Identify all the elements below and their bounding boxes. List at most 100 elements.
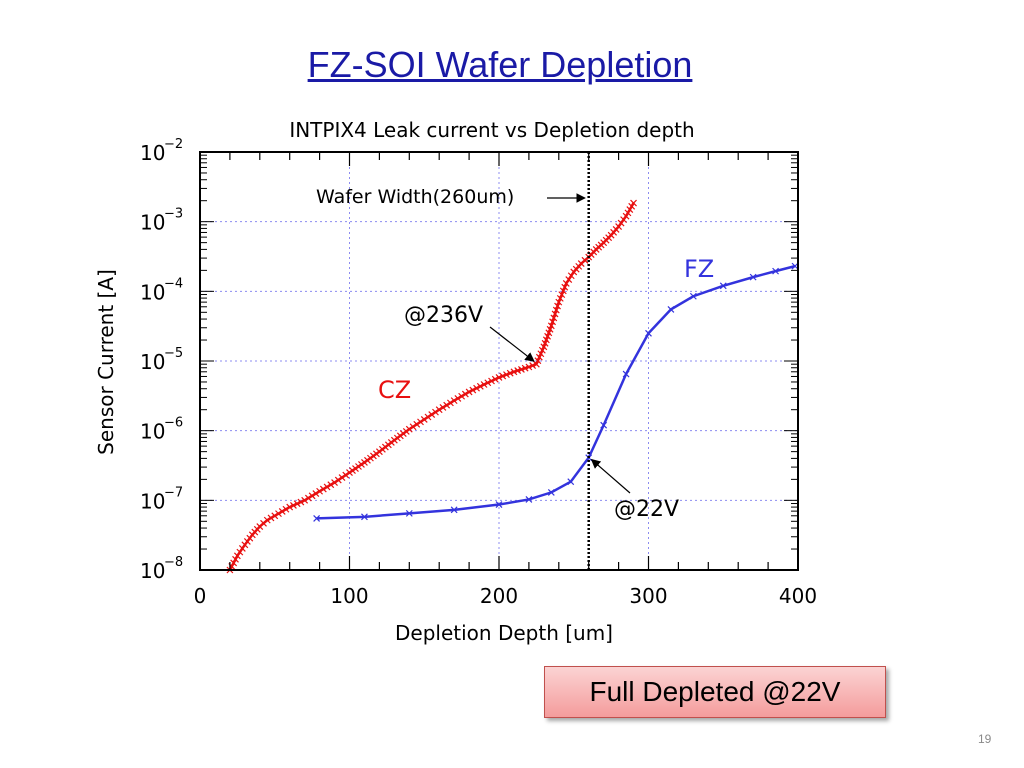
- data-point-cz: [297, 498, 305, 506]
- y-tick-exponent: −7: [164, 485, 183, 500]
- y-tick-exponent: −2: [164, 137, 183, 152]
- data-point-cz: [304, 494, 312, 502]
- data-point-cz: [233, 552, 241, 560]
- data-point-cz: [308, 492, 316, 500]
- data-point-cz: [506, 369, 514, 377]
- data-point-cz: [301, 496, 309, 504]
- data-point-cz: [469, 386, 477, 394]
- data-point-fz: [622, 370, 630, 378]
- data-point-cz: [565, 276, 573, 283]
- data-point-fz: [772, 267, 779, 275]
- data-point-cz: [352, 465, 359, 472]
- data-point-cz: [358, 461, 365, 468]
- data-point-cz: [338, 474, 346, 482]
- cz-annotation-label: @236V: [404, 303, 483, 328]
- data-point-cz: [547, 322, 555, 330]
- data-point-cz: [327, 481, 335, 489]
- data-point-cz: [552, 306, 560, 314]
- data-point-cz: [624, 209, 632, 217]
- y-tick-label: 10: [140, 489, 165, 513]
- data-point-cz: [473, 384, 480, 392]
- data-point-cz: [446, 399, 454, 407]
- data-point-cz: [236, 548, 244, 556]
- data-point-cz: [450, 397, 458, 405]
- data-point-fz: [450, 506, 458, 514]
- data-point-fz: [361, 513, 368, 521]
- data-point-cz: [342, 471, 350, 479]
- data-point-cz: [562, 279, 570, 287]
- data-point-cz: [488, 377, 495, 385]
- fz-series-label: FZ: [684, 255, 714, 283]
- data-point-fz: [719, 282, 727, 290]
- data-point-cz: [567, 272, 575, 280]
- series-line-fz: [316, 264, 796, 520]
- data-point-cz: [550, 314, 558, 322]
- x-tick-label: 400: [779, 584, 817, 608]
- y-tick-label: 10: [140, 280, 165, 304]
- data-point-cz: [561, 283, 569, 291]
- fz-annotation-label: @22V: [614, 497, 679, 522]
- series-layer: [226, 199, 799, 574]
- y-tick-label: 10: [140, 141, 165, 165]
- data-point-cz: [424, 413, 432, 421]
- data-point-cz: [409, 423, 417, 431]
- data-point-cz: [499, 372, 507, 380]
- data-point-cz: [622, 212, 630, 220]
- x-tick-label: 300: [629, 584, 667, 608]
- data-point-cz: [551, 310, 559, 318]
- data-point-cz: [514, 367, 522, 375]
- annotations: Wafer Width(260um) @236V @22V CZ FZ: [316, 152, 714, 570]
- data-point-fz: [495, 501, 503, 508]
- data-point-cz: [538, 346, 546, 354]
- data-point-cz: [443, 401, 451, 409]
- y-tick-exponent: −3: [164, 207, 183, 222]
- data-point-cz: [432, 408, 439, 416]
- data-point-fz: [667, 305, 675, 313]
- data-point-cz: [535, 353, 543, 361]
- data-point-cz: [534, 357, 542, 365]
- data-point-cz: [293, 500, 301, 508]
- data-point-fz: [689, 292, 697, 300]
- data-point-cz: [278, 508, 286, 515]
- data-point-cz: [495, 374, 503, 381]
- data-point-cz: [532, 360, 540, 368]
- data-point-cz: [435, 406, 443, 414]
- series-line-cz: [228, 202, 635, 571]
- data-point-cz: [323, 483, 331, 491]
- data-point-cz: [346, 469, 353, 477]
- data-point-cz: [355, 463, 362, 470]
- data-point-cz: [556, 294, 564, 302]
- data-point-cz: [263, 516, 271, 524]
- data-point-cz: [230, 559, 238, 567]
- data-point-cz: [628, 202, 636, 210]
- data-point-cz: [405, 425, 413, 433]
- data-point-cz: [554, 302, 561, 310]
- data-point-cz: [491, 375, 499, 383]
- data-point-fz: [525, 496, 533, 503]
- axis-ticks: 0 100 200 300 40010−210−310−410−510−610−710−…: [140, 137, 817, 608]
- data-point-cz: [518, 365, 525, 373]
- y-tick-exponent: −4: [164, 276, 183, 291]
- page-number: 19: [978, 732, 992, 746]
- y-tick-label: 10: [140, 420, 165, 444]
- data-point-cz: [267, 514, 275, 522]
- data-point-fz: [313, 514, 321, 522]
- data-point-cz: [549, 318, 556, 326]
- x-axis-label: Depletion Depth [um]: [395, 621, 613, 645]
- data-point-cz: [417, 418, 424, 426]
- data-point-cz: [615, 223, 623, 231]
- data-point-fz: [547, 488, 555, 496]
- y-tick-label: 10: [140, 350, 165, 374]
- data-point-cz: [476, 382, 484, 390]
- data-point-cz: [484, 379, 492, 387]
- y-tick-exponent: −8: [164, 555, 183, 570]
- data-point-cz: [331, 479, 338, 486]
- data-point-cz: [319, 485, 327, 493]
- y-tick-exponent: −6: [164, 416, 183, 431]
- fz-annotation-arrow: [590, 458, 631, 494]
- data-point-fz: [749, 273, 757, 281]
- data-point-cz: [275, 510, 282, 518]
- data-point-fz: [567, 478, 575, 486]
- data-point-cz: [559, 287, 567, 295]
- data-point-cz: [286, 503, 294, 511]
